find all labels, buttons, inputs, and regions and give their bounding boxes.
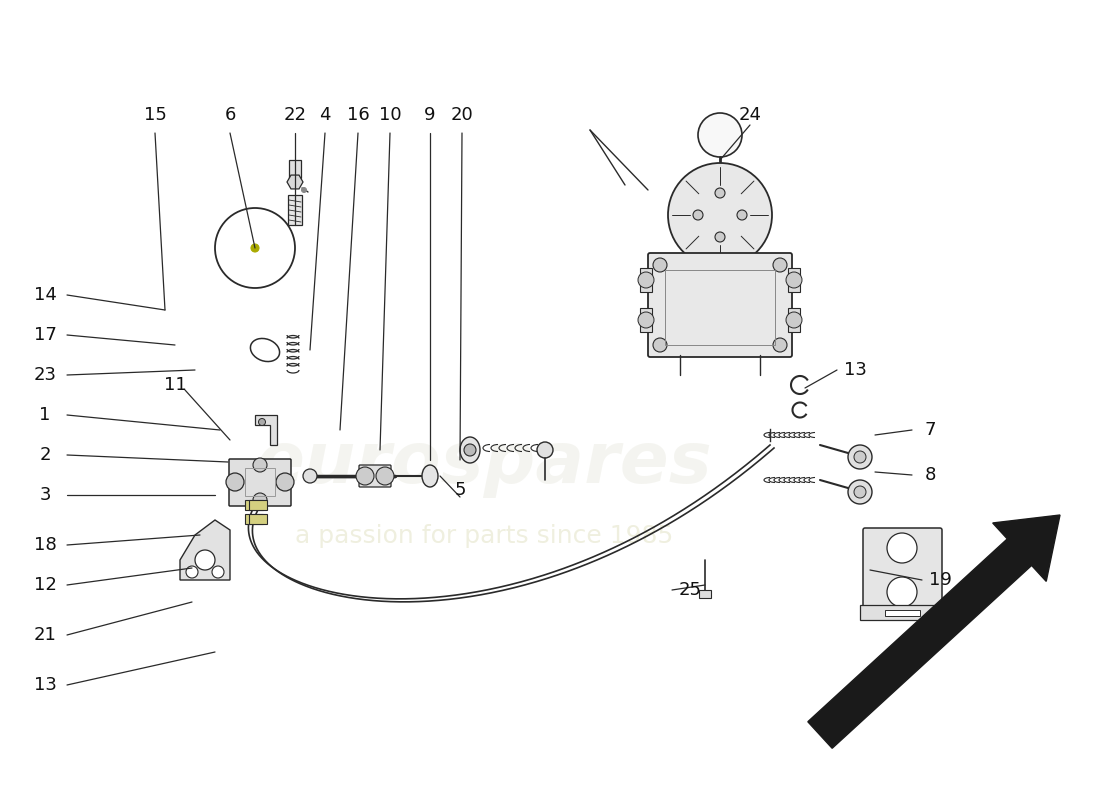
Bar bbox=[860, 605, 945, 620]
Circle shape bbox=[638, 312, 654, 328]
Circle shape bbox=[301, 187, 307, 193]
Bar bbox=[245, 468, 275, 496]
Bar bbox=[788, 268, 800, 292]
Circle shape bbox=[195, 550, 214, 570]
Text: 10: 10 bbox=[378, 106, 402, 124]
Text: 2: 2 bbox=[40, 446, 51, 464]
Bar bbox=[788, 308, 800, 332]
Bar bbox=[288, 195, 302, 225]
Circle shape bbox=[653, 338, 667, 352]
Text: 14: 14 bbox=[34, 286, 56, 304]
Circle shape bbox=[537, 442, 553, 458]
Circle shape bbox=[464, 444, 476, 456]
Circle shape bbox=[715, 188, 725, 198]
Bar bbox=[640, 308, 652, 332]
Text: 16: 16 bbox=[346, 106, 370, 124]
Bar bbox=[640, 268, 652, 292]
Circle shape bbox=[773, 338, 786, 352]
Text: 12: 12 bbox=[34, 576, 56, 594]
Bar bbox=[698, 590, 711, 598]
Circle shape bbox=[848, 480, 872, 504]
Bar bbox=[886, 610, 920, 616]
Circle shape bbox=[773, 258, 786, 272]
Text: 19: 19 bbox=[928, 571, 952, 589]
Text: 7: 7 bbox=[924, 421, 936, 439]
Circle shape bbox=[715, 232, 725, 242]
Circle shape bbox=[253, 458, 267, 472]
Circle shape bbox=[186, 566, 198, 578]
Bar bbox=[245, 514, 263, 524]
Circle shape bbox=[302, 469, 317, 483]
Polygon shape bbox=[180, 520, 230, 580]
Text: 17: 17 bbox=[34, 326, 56, 344]
FancyBboxPatch shape bbox=[359, 465, 390, 487]
Text: 9: 9 bbox=[425, 106, 436, 124]
Bar bbox=[245, 500, 263, 510]
Text: eurospares: eurospares bbox=[255, 430, 713, 498]
Text: 11: 11 bbox=[164, 376, 186, 394]
Circle shape bbox=[737, 210, 747, 220]
Circle shape bbox=[668, 163, 772, 267]
FancyBboxPatch shape bbox=[648, 253, 792, 357]
Text: 1: 1 bbox=[40, 406, 51, 424]
Circle shape bbox=[887, 577, 917, 607]
Text: 24: 24 bbox=[738, 106, 761, 124]
Text: 15: 15 bbox=[144, 106, 166, 124]
Circle shape bbox=[693, 210, 703, 220]
Text: 25: 25 bbox=[679, 581, 702, 599]
Text: 13: 13 bbox=[844, 361, 867, 379]
Ellipse shape bbox=[422, 465, 438, 487]
Text: 5: 5 bbox=[454, 481, 465, 499]
Polygon shape bbox=[255, 415, 277, 445]
Circle shape bbox=[376, 467, 394, 485]
Text: 20: 20 bbox=[451, 106, 473, 124]
Ellipse shape bbox=[460, 437, 480, 463]
Circle shape bbox=[638, 272, 654, 288]
FancyBboxPatch shape bbox=[229, 459, 292, 506]
Circle shape bbox=[887, 533, 917, 563]
Bar bbox=[666, 270, 776, 345]
Text: 23: 23 bbox=[33, 366, 56, 384]
Polygon shape bbox=[287, 175, 303, 189]
Text: 21: 21 bbox=[34, 626, 56, 644]
Bar bbox=[289, 160, 301, 178]
Circle shape bbox=[786, 312, 802, 328]
Polygon shape bbox=[807, 515, 1060, 748]
Circle shape bbox=[854, 451, 866, 463]
Text: 8: 8 bbox=[924, 466, 936, 484]
Circle shape bbox=[786, 272, 802, 288]
Text: 6: 6 bbox=[224, 106, 235, 124]
Bar bbox=[249, 500, 267, 510]
Text: 22: 22 bbox=[284, 106, 307, 124]
Circle shape bbox=[698, 113, 742, 157]
Circle shape bbox=[212, 566, 224, 578]
Circle shape bbox=[258, 418, 265, 426]
Text: 3: 3 bbox=[40, 486, 51, 504]
Circle shape bbox=[251, 244, 258, 252]
Text: 13: 13 bbox=[34, 676, 56, 694]
Circle shape bbox=[653, 258, 667, 272]
Text: 4: 4 bbox=[319, 106, 331, 124]
Text: a passion for parts since 1985: a passion for parts since 1985 bbox=[295, 524, 673, 548]
Circle shape bbox=[276, 473, 294, 491]
FancyBboxPatch shape bbox=[864, 528, 942, 617]
Circle shape bbox=[253, 493, 267, 507]
Text: 18: 18 bbox=[34, 536, 56, 554]
Circle shape bbox=[226, 473, 244, 491]
Circle shape bbox=[854, 486, 866, 498]
Circle shape bbox=[356, 467, 374, 485]
Circle shape bbox=[848, 445, 872, 469]
Bar bbox=[249, 514, 267, 524]
